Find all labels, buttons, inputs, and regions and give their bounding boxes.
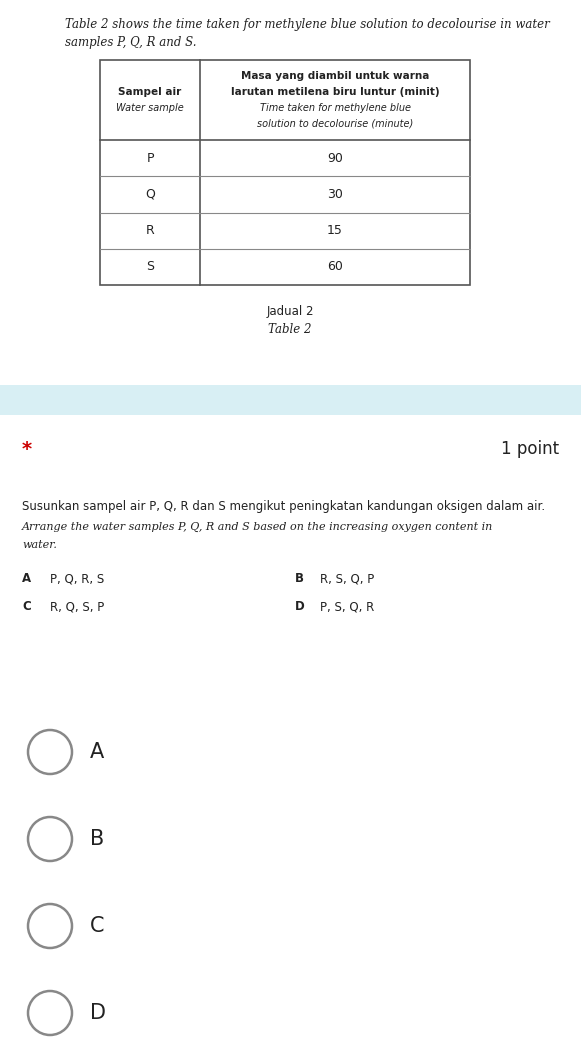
Text: A: A [22, 572, 31, 585]
Text: R, S, Q, P: R, S, Q, P [320, 572, 374, 585]
Text: P, Q, R, S: P, Q, R, S [50, 572, 104, 585]
Text: R, Q, S, P: R, Q, S, P [50, 600, 104, 613]
Text: 1 point: 1 point [501, 440, 559, 458]
Bar [0, 385, 581, 415]
Text: Q: Q [145, 187, 155, 201]
Bar [100, 60, 470, 285]
Text: D: D [295, 600, 305, 613]
Text: *: * [22, 440, 32, 459]
Text: solution to decolourise (minute): solution to decolourise (minute) [257, 119, 413, 130]
Text: Masa yang diambil untuk warna: Masa yang diambil untuk warna [241, 71, 429, 81]
Text: A: A [90, 742, 104, 762]
Text: Arrange the water samples P, Q, R and S based on the increasing oxygen content i: Arrange the water samples P, Q, R and S … [22, 522, 493, 532]
Text: water.: water. [22, 540, 57, 550]
Text: R: R [146, 224, 155, 237]
Text: Sampel air: Sampel air [119, 87, 182, 97]
Text: Table 2: Table 2 [268, 323, 312, 336]
Text: 15: 15 [327, 224, 343, 237]
Text: Water sample: Water sample [116, 103, 184, 113]
Text: P: P [146, 152, 154, 164]
Text: C: C [22, 600, 31, 613]
Text: samples P, Q, R and S.: samples P, Q, R and S. [65, 36, 196, 49]
Text: Jadual 2: Jadual 2 [266, 305, 314, 318]
Bar [0, 415, 581, 1053]
Text: B: B [90, 829, 104, 849]
Text: Susunkan sampel air P, Q, R dan S mengikut peningkatan kandungan oksigen dalam a: Susunkan sampel air P, Q, R dan S mengik… [22, 500, 545, 513]
Text: P, S, Q, R: P, S, Q, R [320, 600, 374, 613]
Bar [0, 0, 581, 385]
Text: larutan metilena biru luntur (minit): larutan metilena biru luntur (minit) [231, 87, 439, 97]
Text: 60: 60 [327, 260, 343, 274]
Text: Table 2 shows the time taken for methylene blue solution to decolourise in water: Table 2 shows the time taken for methyle… [65, 18, 550, 31]
Text: S: S [146, 260, 154, 274]
Text: 90: 90 [327, 152, 343, 164]
Text: 30: 30 [327, 187, 343, 201]
Text: Time taken for methylene blue: Time taken for methylene blue [260, 103, 411, 113]
Text: C: C [90, 916, 105, 936]
Text: B: B [295, 572, 304, 585]
Text: D: D [90, 1004, 106, 1024]
